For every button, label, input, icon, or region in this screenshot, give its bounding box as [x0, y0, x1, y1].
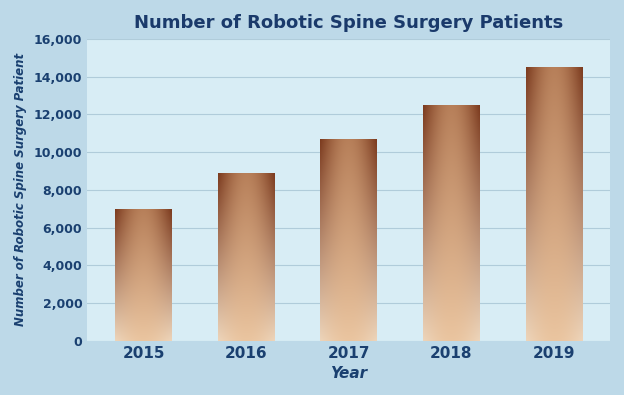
Title: Number of Robotic Spine Surgery Patients: Number of Robotic Spine Surgery Patients	[134, 14, 563, 32]
Y-axis label: Number of Robotic Spine Surgery Patient: Number of Robotic Spine Surgery Patient	[14, 53, 27, 326]
X-axis label: Year: Year	[330, 366, 367, 381]
